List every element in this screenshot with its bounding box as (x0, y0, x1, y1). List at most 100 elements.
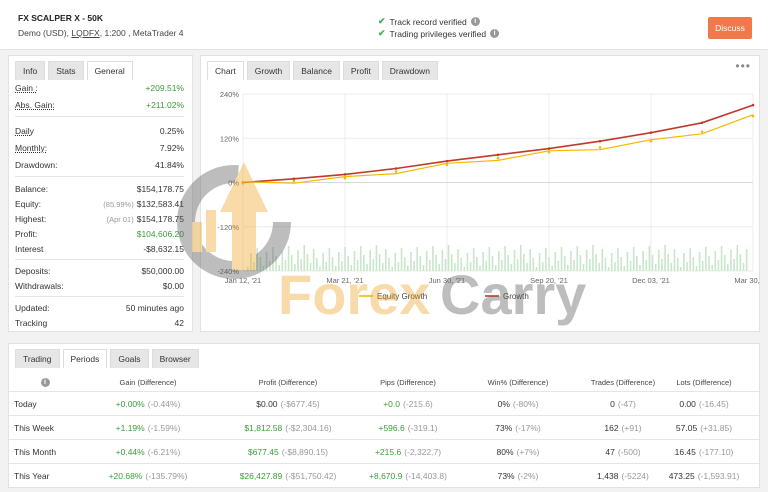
data-point (343, 173, 347, 176)
stat-drawdown: Drawdown: 41.84% (15, 160, 184, 170)
volume-bar (551, 266, 553, 271)
info-icon[interactable]: i (470, 17, 480, 26)
volume-bar (253, 262, 255, 271)
volume-bar (604, 258, 607, 271)
info-icon[interactable]: i (37, 374, 53, 391)
broker-link[interactable]: LQDFX (71, 28, 100, 38)
volume-bar (306, 254, 309, 271)
data-point (700, 130, 704, 133)
y-tick-label: 0% (228, 179, 239, 188)
volume-bar (617, 248, 619, 271)
volume-bar (501, 260, 503, 271)
tab-goals[interactable]: Goals (110, 349, 149, 368)
cell-trades: 47 (-500) (605, 446, 641, 457)
data-point (547, 150, 551, 154)
volume-bar (494, 265, 497, 271)
volume-bar (312, 249, 315, 271)
col-win[interactable]: Win% (Difference) (487, 378, 549, 387)
check-icon: ✔ (378, 28, 386, 38)
volume-bar (708, 256, 710, 271)
volume-bar (701, 261, 704, 271)
volume-bar (303, 245, 306, 271)
volume-bar (676, 258, 679, 271)
tab-periods[interactable]: Periods (62, 349, 108, 368)
volume-bar (290, 255, 293, 271)
col-profit[interactable]: Profit (Difference) (258, 378, 318, 387)
volume-bar (538, 253, 541, 271)
tab-general[interactable]: General (86, 61, 133, 80)
more-options-icon[interactable]: ••• (735, 59, 751, 73)
volume-bar (598, 263, 600, 271)
volume-bar (359, 246, 362, 271)
tab-trading[interactable]: Trading (15, 349, 60, 368)
volume-bar (548, 257, 550, 271)
volume-bar (610, 253, 613, 271)
col-pips[interactable]: Pips (Difference) (380, 378, 436, 387)
volume-bar (344, 247, 346, 271)
volume-bar (614, 262, 616, 271)
tab-balance[interactable]: Balance (293, 61, 340, 80)
cell-profit: $1,812.58 (-$2,304.16) (244, 422, 332, 433)
volume-bar (673, 249, 676, 271)
discuss-button[interactable]: Discuss (708, 17, 752, 39)
volume-bar (541, 262, 544, 271)
data-point (649, 131, 653, 135)
table-row: This Year +20.68% (-135.79%) $26,427.89 (-… (9, 464, 759, 488)
data-point (292, 177, 296, 181)
volume-bar (356, 260, 359, 271)
volume-bar (714, 251, 717, 271)
legend-label: Growth (503, 292, 529, 301)
cell-trades: 1,438 (-5224) (597, 471, 649, 481)
volume-bar (567, 265, 569, 271)
volume-bar (331, 257, 334, 271)
volume-bar (363, 255, 365, 271)
volume-bar (648, 246, 651, 271)
tab-growth[interactable]: Growth (246, 61, 291, 80)
tab-browser[interactable]: Browser (151, 349, 199, 368)
col-lots[interactable]: Lots (Difference) (676, 378, 732, 387)
volume-bar (585, 250, 588, 271)
volume-bar (287, 246, 290, 271)
info-icon[interactable]: i (490, 29, 500, 38)
volume-bar (679, 267, 682, 271)
stat-profit: Profit: $104,606.20 (15, 229, 184, 239)
volume-bar (692, 257, 695, 271)
row-period: This Week (14, 422, 54, 433)
cell-gain: +0.00% (-0.44%) (115, 398, 181, 409)
volume-bar (328, 248, 331, 271)
data-point (751, 114, 755, 118)
volume-bar (557, 261, 560, 271)
volume-bar (491, 256, 494, 271)
stat-highest: Highest: (Apr 01) $154,178.75 (15, 214, 184, 224)
tab-chart[interactable]: Chart (207, 61, 244, 80)
table-header: i Gain (Difference) Profit (Difference) … (9, 374, 759, 392)
cell-profit: $26,427.89 (-$51,750.42) (239, 471, 337, 481)
stat-abs-gain: Abs. Gain: +211.02% (15, 100, 184, 110)
data-point (445, 163, 449, 167)
tab-stats[interactable]: Stats (48, 61, 84, 80)
stat-interest: Interest -$8,632.15 (15, 244, 184, 254)
volume-bar (250, 253, 252, 271)
y-tick-label: 120% (220, 134, 240, 143)
col-gain[interactable]: Gain (Difference) (119, 378, 177, 387)
divider (15, 176, 184, 177)
volume-bar (504, 246, 506, 271)
chart-panel: Chart Growth Balance Profit Drawdown •••… (200, 55, 761, 332)
chart-tabs: Chart Growth Balance Profit Drawdown (201, 56, 759, 80)
volume-bar (620, 257, 622, 271)
stat-deposits: Deposits: $50,000.00 (15, 266, 184, 276)
cell-win: 73% (-2%) (497, 471, 539, 481)
volume-bar (642, 251, 644, 271)
tab-profit[interactable]: Profit (342, 61, 379, 80)
volume-bar (686, 262, 688, 271)
volume-bar (397, 262, 400, 271)
tab-drawdown[interactable]: Drawdown (381, 61, 438, 80)
volume-bar (664, 245, 666, 271)
col-trades[interactable]: Trades (Difference) (590, 378, 656, 387)
volume-bar (651, 255, 654, 271)
tab-info[interactable]: Info (15, 61, 46, 80)
volume-bar (516, 259, 519, 271)
volume-bar (629, 261, 632, 271)
volume-bar (435, 255, 437, 271)
volume-bar (347, 256, 349, 271)
